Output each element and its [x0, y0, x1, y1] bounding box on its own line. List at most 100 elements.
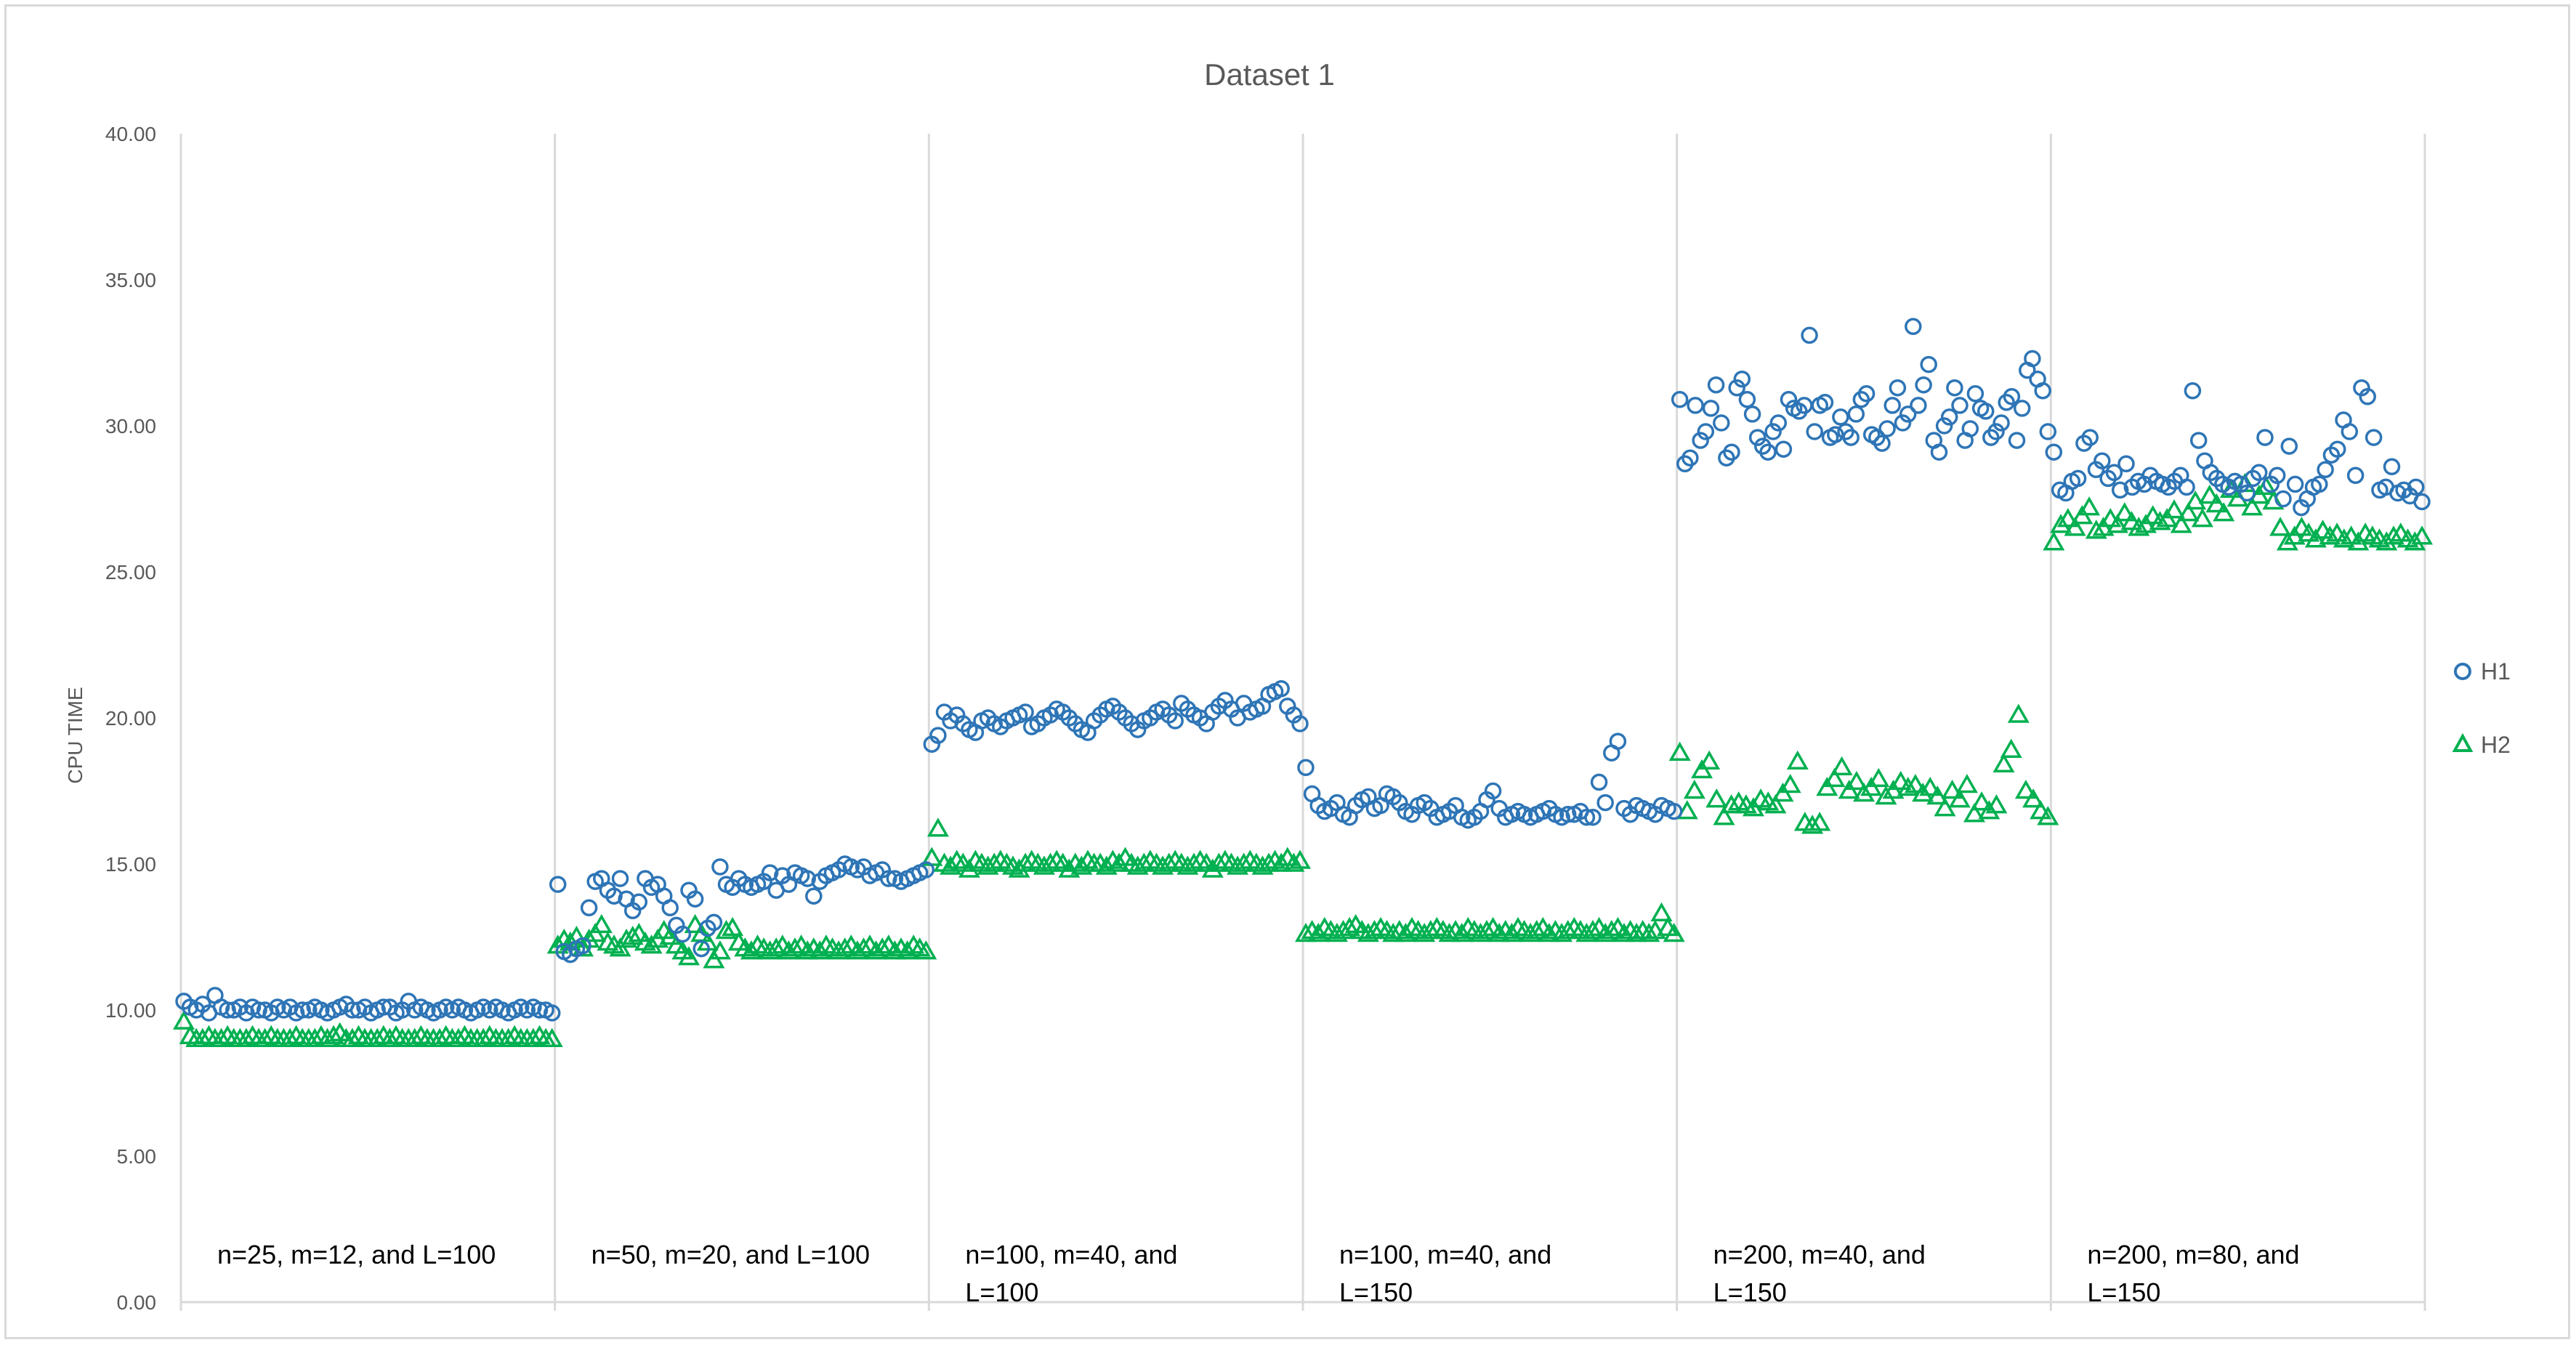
- h2-data-point: [1809, 812, 1831, 831]
- h2-data-point: [715, 919, 738, 940]
- h2-data-point: [621, 925, 644, 945]
- h1-data-point: [1596, 793, 1614, 812]
- h2-data-point: [403, 1027, 426, 1047]
- h2-data-point: [2290, 517, 2313, 536]
- legend-marker-h1: [2454, 663, 2471, 680]
- h1-data-point: [705, 913, 723, 932]
- legend-marker-h2: [2452, 732, 2474, 752]
- h1-data-point: [1889, 379, 1907, 397]
- h2-data-point: [2078, 496, 2101, 516]
- h2-data-point: [1307, 922, 1330, 942]
- h1-data-point: [611, 870, 629, 887]
- h2-data-point: [2184, 490, 2207, 510]
- h1-data-point: [1681, 449, 1699, 466]
- h1-data-point: [1609, 732, 1627, 750]
- h1-data-point: [2117, 455, 2135, 473]
- h2-data-point: [1948, 788, 1971, 808]
- h1-data-point: [2250, 464, 2268, 482]
- h2-data-point: [1626, 922, 1648, 942]
- h1-data-point: [605, 887, 623, 905]
- h2-data-point: [783, 937, 807, 957]
- legend: H1 H2: [2452, 658, 2511, 758]
- h2-data-point: [1158, 852, 1180, 872]
- h2-data-point: [210, 1027, 233, 1047]
- h2-data-point: [1283, 852, 1305, 872]
- h2-data-point: [1182, 852, 1206, 872]
- series-h2: [172, 472, 2434, 1047]
- h1-data-point: [2346, 466, 2365, 485]
- h2-data-point: [2149, 511, 2171, 530]
- h2-data-point: [1650, 902, 1673, 922]
- y-axis-title: CPU TIME: [64, 687, 86, 783]
- h2-data-point: [940, 855, 962, 875]
- h2-data-point: [1382, 922, 1405, 942]
- h2-data-point: [1095, 855, 1118, 875]
- h1-data-point: [1769, 414, 1788, 432]
- h1-data-point: [1935, 417, 1953, 435]
- h2-data-point: [2205, 493, 2228, 513]
- group-labels: n=25, m=12, and L=100 n=50, m=20, and L=1…: [217, 1240, 2300, 1307]
- h2-data-point: [1904, 773, 1926, 793]
- h1-data-point: [2328, 440, 2346, 458]
- h2-data-point: [1668, 741, 1691, 761]
- h2-data-point: [1868, 767, 1890, 788]
- h2-data-point: [1845, 770, 1868, 791]
- h2-data-point: [379, 1027, 401, 1047]
- h1-data-point: [250, 1001, 267, 1019]
- h2-data-point: [1556, 919, 1579, 940]
- h1-data-point: [880, 870, 897, 887]
- h2-data-point: [1288, 849, 1312, 869]
- h2-data-point: [541, 1027, 563, 1047]
- h1-data-point: [1291, 715, 1309, 732]
- h2-data-point: [522, 1027, 544, 1047]
- h2-data-point: [1713, 806, 1735, 825]
- h2-data-point: [497, 1027, 520, 1047]
- h1-data-point: [1827, 426, 1844, 443]
- h2-data-point: [1683, 779, 1705, 799]
- h1-data-point: [219, 1001, 236, 1019]
- h1-data-point: [1987, 423, 2005, 440]
- group-label-line1: n=100, m=40, and: [1339, 1240, 1551, 1269]
- h1-data-point: [2268, 466, 2286, 485]
- y-tick-label: 0.00: [117, 1291, 157, 1314]
- h1-data-point: [693, 940, 710, 958]
- group-label-line2: L=150: [2087, 1277, 2160, 1307]
- h1-data-point: [1977, 403, 1995, 420]
- h2-data-point: [2404, 531, 2426, 551]
- h1-data-point: [1272, 680, 1290, 698]
- h1-data-point: [1801, 326, 1818, 344]
- h1-data-point: [530, 1001, 549, 1019]
- h2-data-point: [278, 1027, 302, 1047]
- h2-data-point: [1926, 785, 1949, 805]
- group-label-line2: L=150: [1713, 1277, 1787, 1307]
- h1-data-point: [2111, 481, 2129, 499]
- h1-data-point: [1578, 808, 1596, 826]
- h1-data-point: [1702, 400, 1720, 417]
- h1-data-point: [2365, 429, 2383, 446]
- h2-data-point: [2191, 508, 2213, 528]
- h2-data-point: [2128, 517, 2150, 536]
- h2-data-point: [2106, 514, 2129, 533]
- h2-data-point: [871, 937, 894, 957]
- h1-data-point: [1806, 423, 1823, 440]
- h1-data-point: [1728, 379, 1745, 397]
- h2-data-point: [2213, 502, 2235, 522]
- h2-data-point: [1764, 794, 1787, 814]
- h2-data-point: [1897, 776, 1919, 796]
- h2-data-point: [1830, 756, 1853, 776]
- h1-data-point: [1842, 429, 1860, 446]
- h2-data-point: [677, 946, 700, 966]
- h2-data-point: [1232, 852, 1255, 872]
- h2-data-point: [341, 1027, 363, 1047]
- h1-data-point: [2189, 432, 2208, 449]
- h2-data-point: [2319, 525, 2341, 545]
- h1-data-point: [805, 887, 823, 905]
- h2-data-point: [708, 940, 731, 960]
- h2-data-point: [2333, 528, 2355, 548]
- h2-data-point: [1475, 919, 1498, 940]
- h2-data-point: [1676, 800, 1698, 820]
- y-tick-label: 10.00: [105, 999, 156, 1022]
- h1-data-point: [543, 1004, 561, 1022]
- h1-data-point: [1743, 405, 1761, 423]
- h2-data-point: [2340, 525, 2362, 545]
